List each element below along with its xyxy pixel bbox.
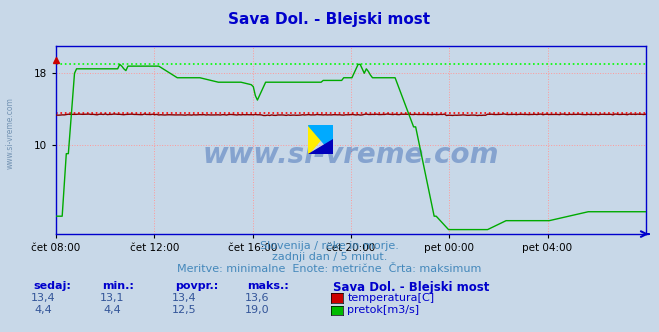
- Text: Meritve: minimalne  Enote: metrične  Črta: maksimum: Meritve: minimalne Enote: metrične Črta:…: [177, 264, 482, 274]
- Text: sedaj:: sedaj:: [33, 281, 71, 290]
- Text: 19,0: 19,0: [244, 305, 270, 315]
- Text: 4,4: 4,4: [34, 305, 51, 315]
- Text: povpr.:: povpr.:: [175, 281, 218, 290]
- Text: 13,6: 13,6: [244, 293, 270, 303]
- Text: pretok[m3/s]: pretok[m3/s]: [347, 305, 419, 315]
- Text: zadnji dan / 5 minut.: zadnji dan / 5 minut.: [272, 252, 387, 262]
- Text: 13,4: 13,4: [172, 293, 197, 303]
- Text: www.si-vreme.com: www.si-vreme.com: [203, 141, 499, 169]
- Text: www.si-vreme.com: www.si-vreme.com: [5, 97, 14, 169]
- Text: min.:: min.:: [102, 281, 134, 290]
- Polygon shape: [308, 139, 333, 154]
- Polygon shape: [308, 124, 333, 154]
- Text: Slovenija / reke in morje.: Slovenija / reke in morje.: [260, 241, 399, 251]
- Text: 13,4: 13,4: [30, 293, 55, 303]
- Text: Sava Dol. - Blejski most: Sava Dol. - Blejski most: [229, 12, 430, 27]
- Text: temperatura[C]: temperatura[C]: [347, 293, 434, 303]
- Polygon shape: [308, 124, 333, 154]
- Text: Sava Dol. - Blejski most: Sava Dol. - Blejski most: [333, 281, 489, 293]
- Text: 13,1: 13,1: [100, 293, 125, 303]
- Text: maks.:: maks.:: [247, 281, 289, 290]
- Text: 4,4: 4,4: [103, 305, 121, 315]
- Text: 12,5: 12,5: [172, 305, 197, 315]
